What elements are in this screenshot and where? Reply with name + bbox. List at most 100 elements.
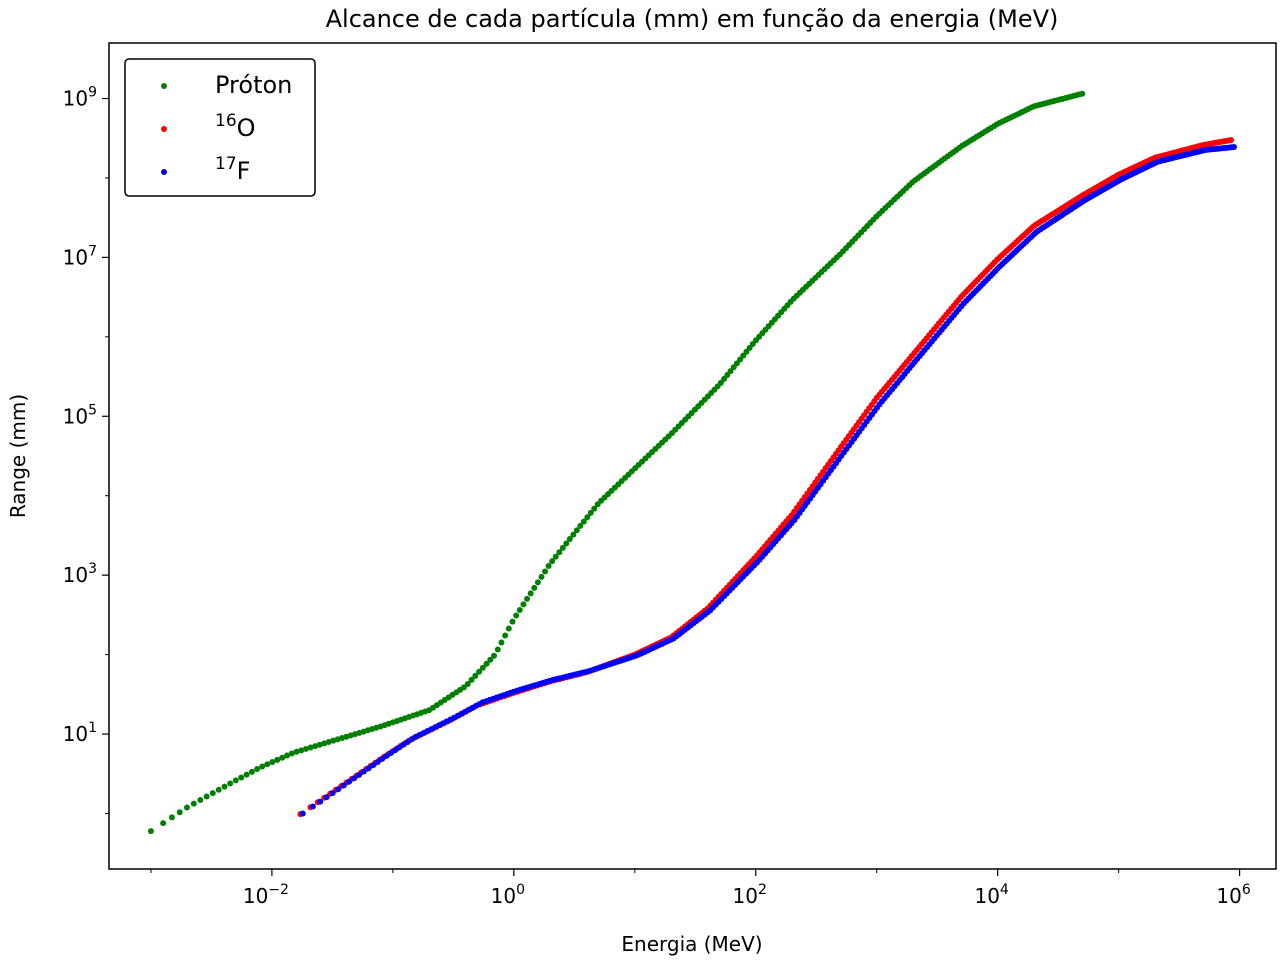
data-point (335, 786, 342, 793)
data-point (302, 745, 309, 752)
legend-frame (124, 58, 316, 197)
data-point (577, 522, 584, 529)
data-point (317, 798, 324, 805)
data-point (168, 814, 175, 821)
series-16o (297, 137, 1235, 818)
y-tick-label: 107 (63, 243, 97, 269)
data-point (360, 768, 367, 775)
data-point (387, 749, 394, 756)
series-pr-ton (147, 90, 1086, 835)
x-tick-label: 102 (733, 882, 767, 908)
y-axis-label: Range (mm) (6, 394, 30, 518)
data-point (288, 750, 295, 757)
data-points (147, 90, 1238, 835)
data-point (176, 809, 183, 816)
data-point (209, 790, 216, 797)
data-point (491, 652, 498, 659)
legend-label: Próton (215, 71, 292, 99)
data-point (254, 766, 261, 773)
data-point (147, 828, 154, 835)
y-tick-label: 109 (63, 85, 97, 111)
data-point (298, 747, 305, 754)
data-point (269, 759, 276, 766)
y-tick-label: 105 (63, 402, 97, 428)
data-point (299, 810, 306, 817)
data-point (264, 761, 271, 768)
data-point (374, 758, 381, 765)
data-point (312, 743, 319, 750)
data-point (573, 527, 580, 534)
data-point (346, 778, 353, 785)
data-point (476, 668, 483, 675)
data-point (563, 540, 570, 547)
y-tick-label: 103 (63, 561, 97, 587)
data-point (468, 676, 475, 683)
legend-marker (161, 83, 167, 89)
data-point (505, 625, 512, 632)
axes: 10−2 100 102 104 106 101 103 105 107 109 (63, 85, 1251, 908)
legend-marker (161, 169, 167, 175)
data-point (483, 660, 490, 667)
data-point (538, 573, 545, 580)
data-point (365, 765, 372, 772)
data-point (570, 531, 577, 538)
data-point (545, 563, 552, 570)
legend-label: 16O (215, 111, 256, 142)
data-point (531, 584, 538, 591)
data-point (316, 741, 323, 748)
legend: Próton 16O 17F (124, 58, 316, 197)
data-point (232, 777, 239, 784)
legend-entry: Próton (161, 71, 292, 99)
data-point (1228, 137, 1235, 144)
x-tick-label: 104 (974, 882, 1008, 908)
x-axis-label: Energia (MeV) (621, 932, 762, 956)
data-point (516, 606, 523, 613)
data-point (479, 664, 486, 671)
data-point (566, 536, 573, 543)
data-point (494, 646, 501, 653)
data-point (293, 748, 300, 755)
data-point (190, 800, 197, 807)
plot-frame (108, 42, 1277, 870)
data-point (309, 803, 316, 810)
legend-entry: 17F (161, 154, 250, 185)
data-point (243, 771, 250, 778)
data-point (274, 756, 281, 763)
data-point (534, 579, 541, 586)
x-tick-label: 100 (491, 882, 525, 908)
data-point (203, 793, 210, 800)
data-point (559, 544, 566, 551)
legend-marker (161, 126, 167, 132)
data-point (498, 639, 505, 646)
data-point (509, 618, 516, 625)
data-point (472, 672, 479, 679)
data-point (379, 755, 386, 762)
legend-entry: 16O (161, 111, 256, 142)
data-point (584, 514, 591, 521)
data-point (221, 783, 228, 790)
data-point (1231, 144, 1238, 151)
data-point (542, 568, 549, 575)
data-point (464, 681, 471, 688)
data-point (487, 656, 494, 663)
y-tick-label: 101 (63, 720, 97, 746)
data-point (284, 752, 291, 759)
legend-label: 17F (215, 154, 250, 185)
data-point (383, 752, 390, 759)
data-point (329, 790, 336, 797)
data-point (238, 774, 245, 781)
data-point (556, 549, 563, 556)
series-17f (299, 144, 1238, 817)
data-point (527, 590, 534, 597)
data-point (520, 601, 527, 608)
data-point (351, 775, 358, 782)
data-point (323, 794, 330, 801)
data-point (183, 804, 190, 811)
data-point (307, 744, 314, 751)
data-point (591, 505, 598, 512)
x-tick-label: 106 (1216, 882, 1250, 908)
data-point (549, 558, 556, 565)
x-tick-label: 10−2 (243, 882, 289, 908)
data-point (580, 518, 587, 525)
